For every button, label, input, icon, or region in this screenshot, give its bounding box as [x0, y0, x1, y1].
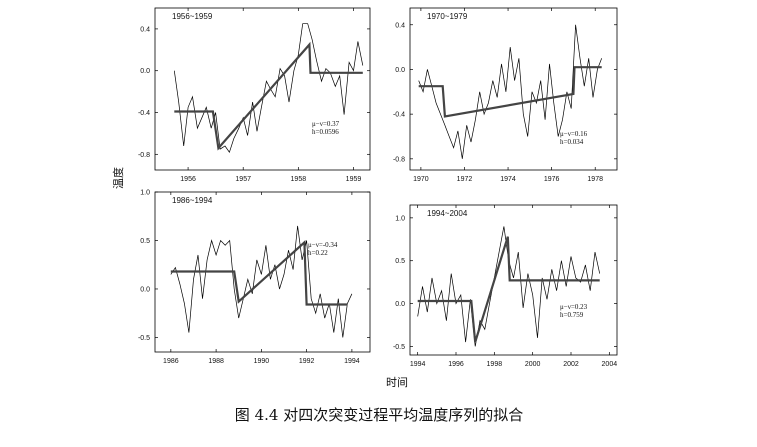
x-tick-label: 1992 — [299, 358, 315, 365]
x-tick-label: 1974 — [500, 176, 516, 183]
x-tick-label: 2004 — [602, 361, 618, 368]
x-tick-label: 1998 — [487, 361, 503, 368]
y-tick-label: -0.8 — [138, 152, 150, 159]
panel-title: 1970~1979 — [427, 12, 468, 21]
y-tick-label: 1.0 — [395, 215, 405, 222]
fitted-series-line — [174, 41, 363, 151]
fit-annotation-line: h=0.22 — [308, 249, 328, 257]
y-tick-label: -0.4 — [393, 112, 405, 119]
fit-annotation-line: μ−ν=-0.34 — [308, 241, 338, 249]
x-axis-label: 时间 — [386, 376, 408, 389]
x-tick-label: 1956 — [180, 176, 196, 183]
figure-caption: 图 4.4 对四次突变过程平均温度序列的拟合 — [235, 406, 523, 424]
x-tick-label: 1972 — [457, 176, 473, 183]
x-tick-label: 1990 — [254, 358, 270, 365]
observed-series-line — [173, 23, 364, 153]
plot-frame — [154, 191, 371, 353]
y-tick-label: -0.5 — [138, 335, 150, 342]
panel-1994-2004: 1994 1996 1998 2000 2002 2004 -0.5 0.0 0.5 1.0 199… — [393, 204, 618, 368]
y-tick-label: 0.5 — [395, 258, 405, 265]
x-tick-label: 1958 — [291, 176, 307, 183]
panel-1956-1959: 1956 1957 1958 1959 -0.8 -0.4 0.0 0.4 1956~1959 μ… — [138, 7, 371, 183]
y-tick-label: 0.0 — [395, 301, 405, 308]
y-tick-label: 0.0 — [140, 68, 150, 75]
x-tick-label: 1959 — [346, 176, 362, 183]
panel-title: 1986~1994 — [172, 196, 213, 205]
y-tick-label: 0.5 — [140, 238, 150, 245]
fit-annotation-line: μ−ν=0.37 — [312, 120, 340, 128]
y-tick-label: 1.0 — [140, 190, 150, 197]
fitted-series-line — [417, 236, 600, 343]
fit-annotation-line: h=0.759 — [560, 311, 584, 319]
y-tick-label: 0.4 — [395, 22, 405, 29]
panel-title: 1994~2004 — [427, 209, 468, 218]
plot-frame — [154, 7, 371, 171]
plot-frame — [409, 204, 618, 356]
y-tick-label: -0.4 — [138, 110, 150, 117]
panel-title: 1956~1959 — [172, 12, 213, 21]
x-tick-label: 1970 — [413, 176, 429, 183]
x-tick-label: 1976 — [544, 176, 560, 183]
y-tick-label: -0.8 — [393, 156, 405, 163]
fit-annotation-line: h=0.0596 — [312, 128, 339, 136]
fit-annotation-line: μ−ν=0.23 — [560, 303, 588, 311]
panel-1970-1979: 1970 1972 1974 1976 1978 -0.8 -0.4 0.0 0.4 1970~1… — [393, 7, 618, 183]
y-tick-label: 0.0 — [395, 67, 405, 74]
x-tick-label: 1994 — [344, 358, 360, 365]
x-tick-label: 1957 — [235, 176, 251, 183]
observed-series-line — [418, 24, 603, 159]
x-tick-label: 1994 — [410, 361, 426, 368]
fit-annotation-line: h=0.034 — [560, 138, 584, 146]
panel-1986-1994: 1986 1988 1990 1992 1994 -0.5 0.0 0.5 1.0 1986~19… — [138, 190, 371, 365]
y-tick-label: -0.5 — [393, 344, 405, 351]
y-axis-label: 温度 — [111, 167, 125, 189]
x-tick-label: 1986 — [163, 358, 179, 365]
x-tick-label: 2000 — [525, 361, 541, 368]
fitted-series-line — [418, 66, 602, 118]
y-tick-label: 0.4 — [140, 26, 150, 33]
fit-annotation-line: μ−ν=0.16 — [560, 130, 588, 138]
x-tick-label: 1996 — [448, 361, 464, 368]
y-tick-label: 0.0 — [140, 286, 150, 293]
plot-frame — [409, 7, 618, 171]
observed-series-line — [170, 225, 353, 338]
x-tick-label: 2002 — [563, 361, 579, 368]
fitted-series-line — [170, 240, 348, 306]
x-tick-label: 1988 — [208, 358, 224, 365]
x-tick-label: 1978 — [587, 176, 603, 183]
